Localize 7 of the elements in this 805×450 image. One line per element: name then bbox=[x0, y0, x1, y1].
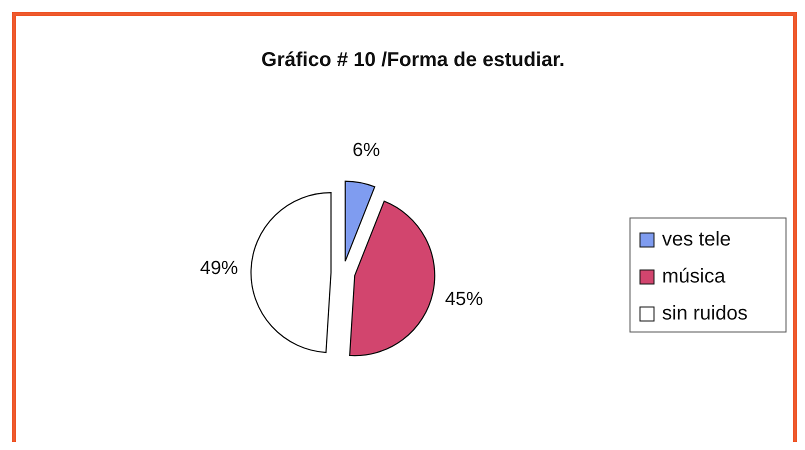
data-label: 49% bbox=[200, 258, 238, 280]
data-label: 45% bbox=[445, 289, 484, 310]
data-label: 6% bbox=[352, 140, 380, 162]
legend-label: música bbox=[662, 265, 726, 288]
legend-label: ves tele bbox=[662, 228, 731, 250]
chart-title: Gráfico # 10 /Forma de estudiar. bbox=[261, 49, 565, 71]
legend-label: sin ruidos bbox=[662, 302, 748, 324]
